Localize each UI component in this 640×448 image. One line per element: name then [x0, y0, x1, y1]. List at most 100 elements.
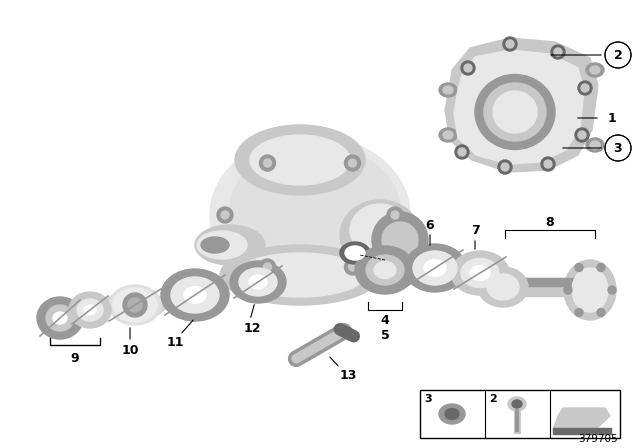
Polygon shape — [553, 408, 610, 430]
Ellipse shape — [195, 225, 265, 265]
Circle shape — [344, 155, 360, 171]
Circle shape — [461, 61, 475, 75]
Ellipse shape — [424, 259, 446, 276]
Ellipse shape — [590, 66, 600, 74]
Ellipse shape — [46, 305, 74, 331]
Ellipse shape — [250, 135, 350, 185]
Circle shape — [458, 148, 466, 156]
Text: 3: 3 — [614, 142, 622, 155]
Ellipse shape — [564, 260, 616, 320]
Ellipse shape — [84, 305, 96, 315]
Circle shape — [501, 163, 509, 171]
Ellipse shape — [355, 246, 415, 294]
Circle shape — [575, 128, 589, 142]
Ellipse shape — [470, 266, 490, 280]
Ellipse shape — [461, 258, 499, 288]
Ellipse shape — [201, 237, 229, 253]
Circle shape — [464, 64, 472, 72]
Circle shape — [382, 222, 418, 258]
Circle shape — [608, 286, 616, 294]
Ellipse shape — [53, 312, 67, 324]
Bar — [420, 390, 620, 438]
Ellipse shape — [443, 86, 453, 94]
Ellipse shape — [230, 145, 400, 275]
Ellipse shape — [374, 262, 396, 279]
Circle shape — [123, 293, 147, 317]
Circle shape — [259, 259, 275, 275]
Ellipse shape — [220, 245, 380, 305]
Ellipse shape — [586, 138, 604, 152]
Text: 7: 7 — [470, 224, 479, 237]
Ellipse shape — [340, 242, 370, 264]
Ellipse shape — [37, 297, 83, 339]
Text: 9: 9 — [70, 352, 79, 365]
Ellipse shape — [210, 135, 410, 295]
Ellipse shape — [508, 397, 526, 411]
Ellipse shape — [512, 400, 522, 408]
Ellipse shape — [235, 125, 365, 195]
Circle shape — [578, 131, 586, 139]
Ellipse shape — [478, 267, 528, 307]
Ellipse shape — [350, 204, 410, 256]
Circle shape — [544, 160, 552, 168]
Circle shape — [259, 155, 275, 171]
Circle shape — [575, 309, 583, 317]
Ellipse shape — [586, 63, 604, 77]
Ellipse shape — [235, 253, 365, 297]
Circle shape — [551, 45, 565, 59]
Ellipse shape — [249, 275, 267, 289]
Text: 12: 12 — [243, 322, 260, 335]
Circle shape — [597, 309, 605, 317]
Polygon shape — [454, 50, 584, 164]
Ellipse shape — [104, 291, 166, 319]
Circle shape — [217, 207, 233, 223]
Ellipse shape — [493, 91, 537, 133]
Ellipse shape — [572, 268, 608, 312]
Text: 3: 3 — [424, 394, 432, 404]
Ellipse shape — [197, 231, 247, 259]
Text: 379705: 379705 — [579, 434, 618, 444]
Ellipse shape — [445, 409, 459, 419]
Text: 2: 2 — [489, 394, 497, 404]
Text: 5: 5 — [381, 328, 389, 341]
Bar — [500, 278, 590, 286]
Text: 1: 1 — [607, 112, 616, 125]
Ellipse shape — [171, 277, 219, 313]
Ellipse shape — [413, 251, 457, 285]
Circle shape — [349, 263, 356, 271]
Ellipse shape — [161, 269, 229, 321]
Text: 8: 8 — [546, 215, 554, 228]
Ellipse shape — [443, 131, 453, 139]
Text: 4: 4 — [381, 314, 389, 327]
Ellipse shape — [439, 404, 465, 424]
Text: 10: 10 — [121, 344, 139, 357]
Circle shape — [221, 211, 229, 219]
Circle shape — [541, 157, 555, 171]
Circle shape — [597, 263, 605, 271]
Bar — [500, 278, 590, 296]
Circle shape — [128, 298, 142, 312]
Ellipse shape — [404, 244, 466, 292]
Circle shape — [605, 135, 631, 161]
Ellipse shape — [439, 128, 457, 142]
Text: 2: 2 — [614, 48, 622, 61]
Ellipse shape — [69, 292, 111, 328]
Circle shape — [575, 263, 583, 271]
Circle shape — [498, 160, 512, 174]
Text: 6: 6 — [426, 219, 435, 232]
Ellipse shape — [239, 268, 277, 296]
Circle shape — [264, 263, 271, 271]
Ellipse shape — [451, 251, 509, 295]
Text: 11: 11 — [166, 336, 184, 349]
Circle shape — [564, 286, 572, 294]
Circle shape — [387, 207, 403, 223]
Ellipse shape — [590, 141, 600, 149]
Text: 13: 13 — [339, 369, 356, 382]
Bar — [553, 428, 611, 434]
Ellipse shape — [439, 83, 457, 97]
Circle shape — [455, 145, 469, 159]
Circle shape — [344, 259, 360, 275]
Ellipse shape — [484, 83, 546, 141]
Ellipse shape — [475, 74, 555, 150]
Ellipse shape — [230, 261, 286, 303]
